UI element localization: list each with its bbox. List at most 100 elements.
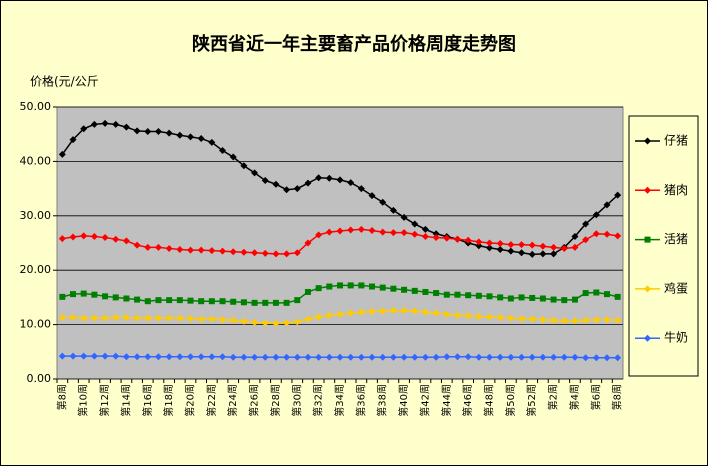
marker bbox=[283, 250, 291, 258]
marker bbox=[122, 314, 130, 322]
marker bbox=[325, 174, 333, 182]
marker bbox=[582, 236, 590, 244]
marker bbox=[357, 185, 365, 193]
legend-label: 牛奶 bbox=[664, 330, 688, 345]
marker bbox=[208, 247, 216, 255]
marker bbox=[70, 291, 77, 298]
x-tick-label: 第46周 bbox=[461, 384, 474, 417]
marker bbox=[165, 129, 173, 137]
x-tick-label: 第16周 bbox=[141, 384, 154, 417]
marker bbox=[134, 296, 141, 303]
marker bbox=[133, 241, 141, 249]
marker bbox=[614, 191, 622, 199]
marker bbox=[550, 296, 557, 303]
x-tick-label: 第2周 bbox=[547, 384, 560, 410]
y-tick-label: 30.00 bbox=[20, 209, 52, 222]
marker bbox=[133, 127, 141, 135]
marker bbox=[90, 232, 98, 240]
marker bbox=[293, 249, 301, 257]
marker bbox=[357, 308, 365, 316]
marker bbox=[197, 353, 205, 361]
marker bbox=[144, 127, 152, 135]
marker bbox=[240, 317, 248, 325]
marker bbox=[229, 248, 237, 256]
marker bbox=[294, 297, 301, 304]
marker bbox=[315, 231, 323, 239]
marker bbox=[283, 353, 291, 361]
marker bbox=[411, 287, 418, 294]
marker bbox=[550, 316, 558, 324]
marker bbox=[69, 136, 77, 144]
marker bbox=[283, 319, 291, 327]
marker bbox=[176, 353, 184, 361]
marker bbox=[197, 315, 205, 323]
marker bbox=[582, 354, 590, 362]
marker bbox=[347, 179, 355, 187]
marker bbox=[80, 232, 88, 240]
marker bbox=[219, 353, 227, 361]
marker bbox=[69, 233, 77, 241]
marker bbox=[293, 318, 301, 326]
marker bbox=[432, 309, 440, 317]
marker bbox=[411, 307, 419, 315]
marker bbox=[144, 314, 152, 322]
marker bbox=[582, 316, 590, 324]
x-tick-label: 第6周 bbox=[589, 384, 602, 410]
marker bbox=[336, 353, 344, 361]
marker bbox=[421, 353, 429, 361]
marker bbox=[251, 249, 259, 257]
marker bbox=[186, 353, 194, 361]
marker bbox=[603, 354, 611, 362]
y-tick-label: 20.00 bbox=[20, 263, 52, 276]
marker bbox=[582, 290, 589, 297]
marker bbox=[496, 240, 504, 248]
x-tick-label: 第4周 bbox=[568, 384, 581, 410]
marker bbox=[443, 310, 451, 318]
marker bbox=[496, 314, 504, 322]
marker bbox=[325, 353, 333, 361]
x-tick-label: 第38周 bbox=[376, 384, 389, 417]
marker bbox=[272, 320, 280, 328]
marker bbox=[261, 353, 269, 361]
marker bbox=[112, 235, 120, 243]
marker bbox=[379, 284, 386, 291]
marker bbox=[283, 186, 291, 194]
marker bbox=[475, 238, 483, 246]
marker bbox=[475, 292, 482, 299]
marker bbox=[80, 125, 88, 133]
x-tick-label: 第28周 bbox=[269, 384, 282, 417]
legend-marker bbox=[644, 236, 651, 243]
marker bbox=[528, 250, 536, 258]
marker bbox=[518, 249, 526, 257]
marker bbox=[486, 353, 494, 361]
marker bbox=[325, 311, 333, 319]
marker bbox=[251, 169, 259, 177]
marker bbox=[433, 290, 440, 297]
legend-label: 猪肉 bbox=[664, 183, 688, 197]
marker bbox=[496, 246, 504, 254]
marker bbox=[208, 315, 216, 323]
marker bbox=[421, 308, 429, 316]
marker bbox=[614, 293, 621, 300]
marker bbox=[432, 230, 440, 238]
marker bbox=[219, 316, 227, 324]
marker bbox=[475, 353, 483, 361]
marker bbox=[486, 293, 493, 300]
marker bbox=[421, 232, 429, 240]
marker bbox=[379, 307, 387, 315]
marker bbox=[165, 353, 173, 361]
marker bbox=[379, 228, 387, 236]
marker bbox=[336, 176, 344, 184]
marker bbox=[571, 296, 578, 303]
marker bbox=[368, 226, 376, 234]
marker bbox=[400, 229, 408, 237]
marker bbox=[454, 291, 461, 298]
marker bbox=[550, 250, 558, 258]
marker bbox=[90, 120, 98, 128]
marker bbox=[165, 314, 173, 322]
marker bbox=[315, 285, 322, 292]
marker bbox=[80, 314, 88, 322]
marker bbox=[497, 294, 504, 301]
y-tick-label: 0.00 bbox=[27, 372, 52, 385]
marker bbox=[443, 353, 451, 361]
